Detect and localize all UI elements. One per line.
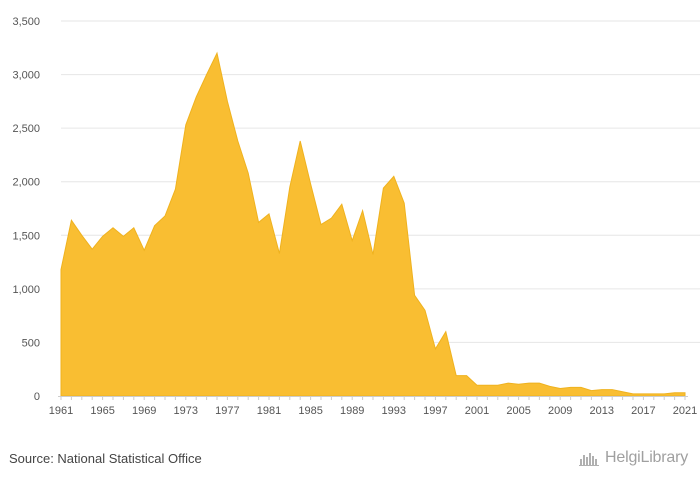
y-axis-labels: 0 500 1,000 1,500 2,000 2,500 3,000 3,500 — [12, 16, 40, 403]
area-series — [60, 51, 686, 397]
x-tick-label: 2009 — [548, 405, 572, 417]
y-tick-label: 0 — [34, 391, 40, 403]
x-tick-label: 1981 — [257, 405, 281, 417]
y-tick-label: 1,500 — [12, 230, 40, 242]
x-axis — [58, 396, 688, 400]
x-tick-label: 1973 — [174, 405, 198, 417]
x-tick-label: 1965 — [90, 405, 114, 417]
y-tick-label: 500 — [22, 337, 40, 349]
x-tick-label: 1993 — [382, 405, 406, 417]
x-tick-label: 2017 — [631, 405, 655, 417]
x-tick-label: 2021 — [673, 405, 697, 417]
x-tick-label: 1961 — [49, 405, 73, 417]
x-tick-label: 1969 — [132, 405, 156, 417]
x-tick-label: 2013 — [590, 405, 614, 417]
y-tick-label: 1,000 — [12, 284, 40, 296]
x-tick-label: 1985 — [298, 405, 322, 417]
x-tick-label: 1997 — [423, 405, 447, 417]
helgi-library-logo[interactable]: HelgiLibrary — [579, 449, 688, 467]
y-tick-label: 2,500 — [12, 123, 40, 135]
x-axis-labels: 1961 1965 1969 1973 1977 1981 1985 1989 1993 1997… — [49, 405, 697, 417]
source-note: Source: National Statistical Office — [9, 451, 202, 466]
x-tick-label: 1977 — [215, 405, 239, 417]
x-tick-label: 2001 — [465, 405, 489, 417]
library-icon — [579, 453, 600, 466]
logo-text: HelgiLibrary — [605, 449, 688, 466]
y-tick-label: 3,000 — [12, 70, 40, 82]
x-tick-label: 2005 — [506, 405, 530, 417]
y-tick-label: 2,000 — [12, 177, 40, 189]
x-tick-label: 1989 — [340, 405, 364, 417]
area-fill — [60, 51, 686, 397]
y-tick-label: 3,500 — [12, 16, 40, 28]
